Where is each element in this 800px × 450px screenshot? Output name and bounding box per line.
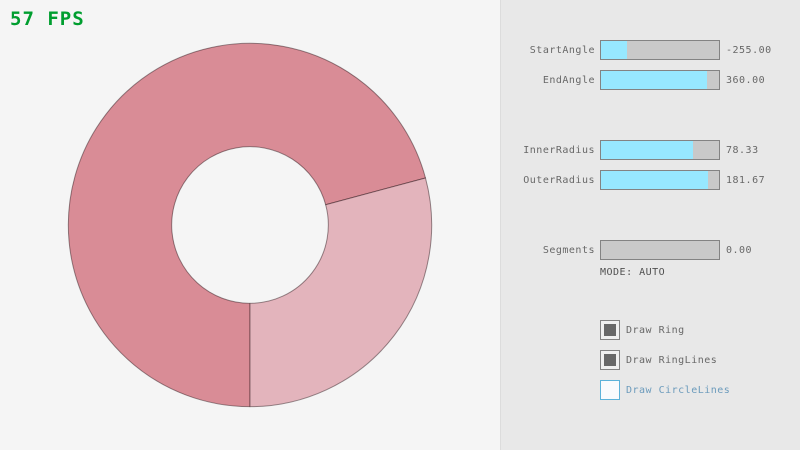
outerradius-slider[interactable] — [600, 170, 720, 190]
slider-label: StartAngle — [529, 44, 595, 56]
checkbox-label: Draw Ring — [626, 324, 685, 336]
control-panel: StartAngle -255.00 EndAngle 360.00 Inner… — [500, 0, 800, 450]
slider-value: -255.00 — [726, 44, 772, 56]
check-mark — [604, 324, 616, 336]
slider-label: InnerRadius — [523, 144, 595, 156]
slider-row-endangle: EndAngle 360.00 — [501, 70, 800, 90]
checkbox-row-draw-ring: Draw Ring — [600, 320, 685, 340]
draw-ringlines-checkbox[interactable] — [600, 350, 620, 370]
draw-ring-checkbox[interactable] — [600, 320, 620, 340]
slider-value: 360.00 — [726, 74, 766, 86]
ring-single-sector — [249, 177, 433, 408]
startangle-slider[interactable] — [600, 40, 720, 60]
slider-row-outerradius: OuterRadius 181.67 — [501, 170, 800, 190]
fps-counter: 57 FPS — [10, 8, 85, 30]
slider-fill — [601, 141, 694, 159]
checkbox-label: Draw RingLines — [626, 354, 718, 366]
checkbox-label: Draw CircleLines — [626, 384, 731, 396]
ring-overlap-sector — [67, 42, 427, 408]
mode-label: MODE: AUTO — [600, 267, 666, 278]
check-mark — [604, 354, 616, 366]
checkbox-row-draw-ringlines: Draw RingLines — [600, 350, 717, 370]
slider-value: 78.33 — [726, 144, 759, 156]
innerradius-slider[interactable] — [600, 140, 720, 160]
slider-label: EndAngle — [542, 74, 595, 86]
slider-fill — [601, 41, 627, 59]
checkbox-row-draw-circlelines: Draw CircleLines — [600, 380, 730, 400]
ring-canvas — [67, 42, 433, 408]
slider-value: 181.67 — [726, 174, 766, 186]
slider-fill — [601, 71, 708, 89]
slider-row-innerradius: InnerRadius 78.33 — [501, 140, 800, 160]
segments-slider[interactable] — [600, 240, 720, 260]
slider-value: 0.00 — [726, 244, 753, 256]
slider-fill — [601, 171, 709, 189]
draw-circlelines-checkbox[interactable] — [600, 380, 620, 400]
slider-label: Segments — [542, 244, 595, 256]
endangle-slider[interactable] — [600, 70, 720, 90]
slider-row-segments: Segments 0.00 — [501, 240, 800, 260]
slider-row-startangle: StartAngle -255.00 — [501, 40, 800, 60]
slider-label: OuterRadius — [523, 174, 595, 186]
